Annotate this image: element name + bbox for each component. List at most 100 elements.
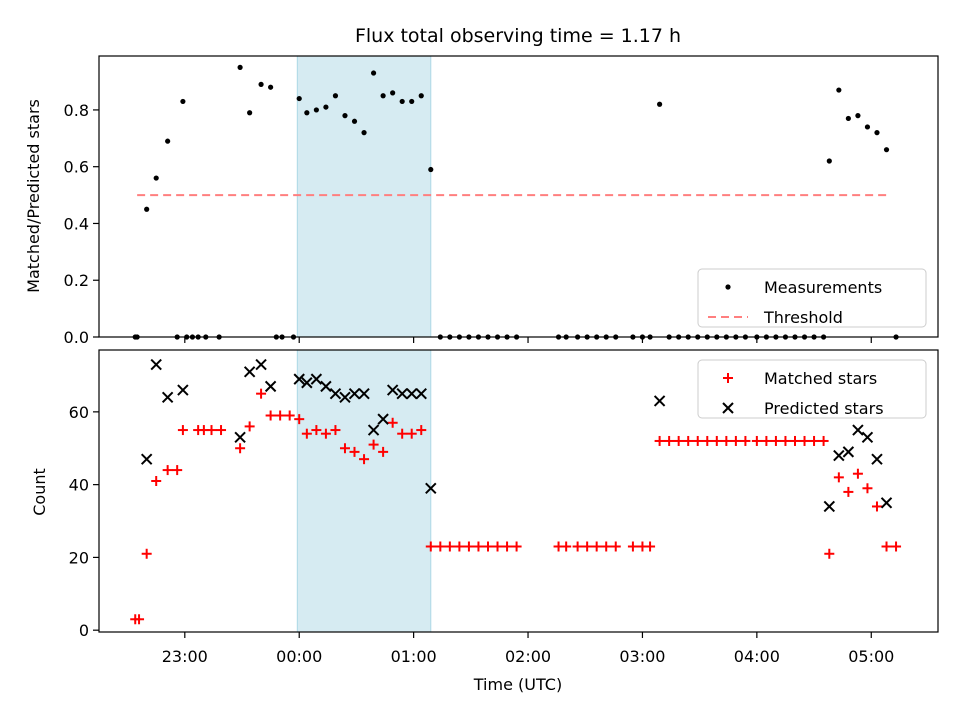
y-tick-label: 40	[69, 476, 89, 495]
data-point	[833, 472, 844, 483]
x-b	[425, 482, 437, 494]
data-point	[367, 424, 380, 436]
data-point	[653, 395, 666, 407]
data-point	[342, 113, 348, 119]
data-point	[206, 425, 217, 436]
data-point	[397, 428, 408, 439]
data-point	[582, 541, 593, 552]
data-point	[293, 373, 305, 385]
data-point	[492, 541, 503, 552]
x-b	[243, 366, 256, 378]
data-point	[852, 468, 863, 479]
data-point	[268, 84, 274, 90]
data-point	[162, 465, 173, 476]
x-b	[329, 387, 342, 400]
data-point	[418, 93, 424, 99]
data-point	[237, 64, 243, 70]
data-point	[284, 410, 295, 421]
data-point	[172, 465, 183, 476]
x-b	[255, 358, 267, 371]
data-point	[891, 541, 902, 552]
data-point	[348, 387, 361, 400]
data-point	[165, 138, 171, 144]
data-point	[627, 541, 638, 552]
series-matched-stars	[130, 388, 902, 625]
x-b	[339, 391, 351, 404]
data-point	[380, 93, 386, 99]
data-point	[387, 417, 398, 428]
data-point	[809, 435, 820, 446]
data-point	[406, 428, 417, 439]
data-point	[151, 475, 162, 486]
data-point	[855, 113, 861, 119]
data-point	[144, 206, 150, 212]
bottom-panel: 0 20 40 60 23:00 00:00 01:00 02:00 03:00 04:00 05:…	[69, 349, 939, 666]
x-b	[177, 384, 189, 396]
data-point	[256, 388, 267, 399]
data-point	[799, 435, 810, 446]
data-point	[780, 435, 791, 446]
data-point	[761, 435, 772, 446]
x-b	[823, 500, 836, 513]
data-point	[473, 541, 484, 552]
x-b	[140, 453, 153, 465]
top-panel: 0.0 0.2 0.4 0.6 0.8 Measurements Threshold	[64, 55, 939, 347]
x-b	[310, 373, 323, 385]
data-point	[683, 435, 694, 446]
data-point	[247, 110, 253, 116]
data-point	[351, 118, 358, 124]
x-b	[396, 387, 408, 400]
data-point	[435, 541, 446, 552]
data-point	[862, 483, 873, 494]
data-point	[243, 366, 256, 378]
data-point	[406, 387, 418, 400]
data-point	[601, 541, 612, 552]
data-point	[349, 446, 360, 457]
legend-marker	[722, 402, 734, 414]
data-point	[275, 410, 286, 421]
x-b	[880, 497, 893, 509]
x-tick-label: 03:00	[619, 647, 665, 666]
data-point	[141, 548, 152, 559]
data-point	[502, 541, 513, 552]
data-point	[396, 387, 408, 400]
data-point	[572, 541, 583, 552]
data-point	[368, 439, 379, 450]
data-point	[294, 414, 305, 425]
data-point	[880, 497, 893, 509]
y-tick-label: 20	[69, 548, 89, 567]
legend: Measurements Threshold	[697, 268, 927, 328]
legend-label: Matched stars	[764, 369, 877, 388]
data-point	[216, 425, 227, 436]
data-point	[591, 541, 602, 552]
legend-label: Threshold	[763, 308, 843, 327]
data-point	[425, 482, 437, 494]
data-point	[702, 435, 713, 446]
data-point	[332, 93, 339, 99]
data-point	[153, 175, 159, 181]
data-point	[673, 435, 684, 446]
x-b	[852, 424, 864, 436]
data-point	[454, 541, 465, 552]
x-b	[161, 391, 174, 404]
data-point	[883, 147, 890, 153]
data-point	[358, 387, 370, 400]
data-point	[415, 387, 427, 400]
x-b	[415, 387, 427, 400]
data-point	[861, 431, 874, 444]
data-point	[177, 425, 188, 436]
data-point	[511, 541, 522, 552]
x-b	[833, 449, 845, 462]
data-point	[361, 130, 367, 136]
data-point	[265, 410, 276, 421]
data-point	[881, 541, 892, 552]
data-point	[235, 443, 246, 454]
data-point	[751, 435, 762, 446]
data-point	[409, 98, 415, 105]
chart-title: Flux total observing time = 1.17 h	[355, 25, 681, 47]
data-point	[339, 391, 351, 404]
legend-box	[697, 268, 927, 328]
legend-box	[697, 359, 927, 419]
data-point	[304, 110, 310, 116]
data-point	[818, 435, 829, 446]
